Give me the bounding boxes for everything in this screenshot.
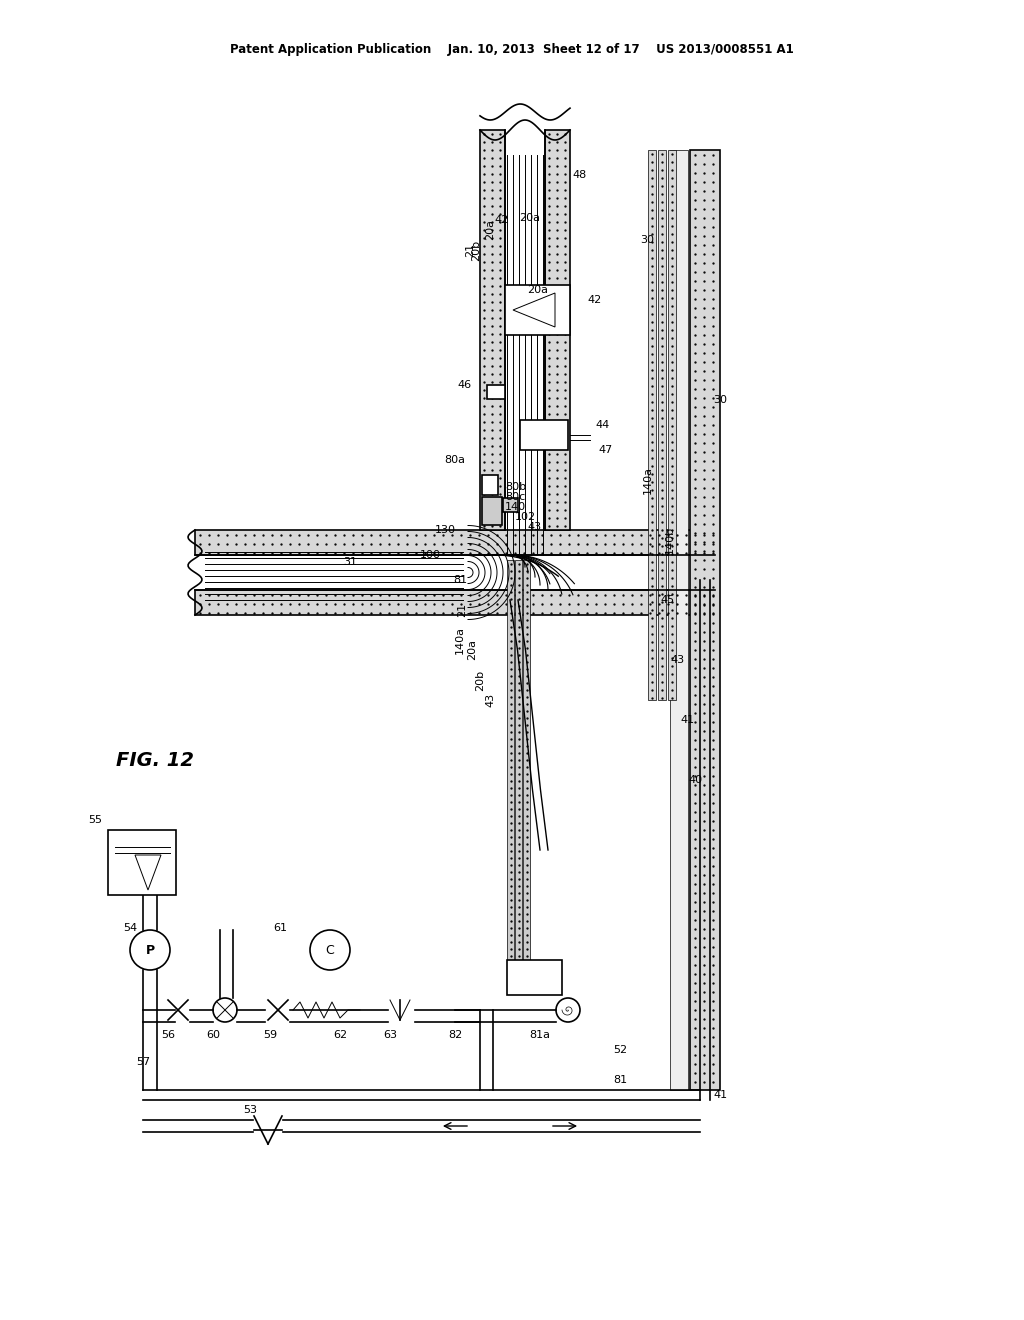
Bar	[195, 554, 715, 590]
Text: 81a: 81a	[529, 1030, 551, 1040]
Polygon shape	[195, 590, 715, 615]
Text: 63: 63	[383, 1030, 397, 1040]
Text: 42: 42	[495, 215, 509, 224]
Text: 80a: 80a	[444, 455, 466, 465]
Text: 52: 52	[613, 1045, 627, 1055]
Text: C: C	[326, 944, 335, 957]
Text: 56: 56	[161, 1030, 175, 1040]
Bar	[503, 498, 518, 512]
Bar	[505, 125, 545, 531]
Text: 100: 100	[420, 550, 440, 560]
Text: 54: 54	[123, 923, 137, 933]
Text: 20a: 20a	[519, 213, 541, 223]
Text: 30: 30	[640, 235, 654, 246]
Text: 140a: 140a	[643, 466, 653, 494]
Text: FIG. 12: FIG. 12	[116, 751, 194, 770]
Text: 45: 45	[660, 595, 674, 605]
Bar	[658, 150, 666, 700]
Text: 31: 31	[343, 557, 357, 568]
Text: 59: 59	[263, 1030, 278, 1040]
Text: 140a: 140a	[455, 626, 465, 653]
Bar	[520, 420, 568, 450]
Text: 42: 42	[588, 294, 602, 305]
Text: 20a: 20a	[485, 219, 495, 240]
Bar	[515, 560, 522, 960]
Text: 43: 43	[485, 693, 495, 708]
Text: 80b: 80b	[505, 482, 526, 492]
Bar	[690, 150, 720, 1090]
Text: 57: 57	[136, 1057, 151, 1067]
Polygon shape	[195, 531, 715, 554]
Bar	[507, 560, 514, 960]
Bar	[487, 385, 505, 399]
Text: 21: 21	[457, 603, 467, 616]
Text: 81: 81	[613, 1074, 627, 1085]
Polygon shape	[545, 129, 570, 531]
Text: 20a: 20a	[467, 639, 477, 660]
Text: Patent Application Publication    Jan. 10, 2013  Sheet 12 of 17    US 2013/00085: Patent Application Publication Jan. 10, …	[230, 44, 794, 57]
Text: 30: 30	[713, 395, 727, 405]
Text: 80c: 80c	[505, 492, 525, 502]
Text: 20a: 20a	[527, 285, 549, 294]
Bar	[507, 960, 562, 995]
Text: 21: 21	[465, 243, 475, 257]
Bar	[482, 498, 502, 525]
Text: 40: 40	[688, 775, 702, 785]
Text: 62: 62	[333, 1030, 347, 1040]
Bar	[668, 150, 676, 700]
Text: 53: 53	[243, 1105, 257, 1115]
Bar	[648, 150, 656, 700]
Text: 46: 46	[458, 380, 472, 389]
Polygon shape	[480, 129, 505, 531]
Text: 43: 43	[528, 521, 542, 532]
Bar	[108, 830, 176, 895]
Text: 20b: 20b	[471, 239, 481, 260]
Bar	[482, 475, 498, 495]
Text: 48: 48	[572, 170, 587, 180]
Text: 41: 41	[680, 715, 694, 725]
Text: 55: 55	[88, 814, 102, 825]
Text: P: P	[145, 944, 155, 957]
Bar	[505, 285, 570, 335]
Text: 41: 41	[713, 1090, 727, 1100]
Text: 20b: 20b	[475, 669, 485, 690]
Text: 43: 43	[670, 655, 684, 665]
Text: 102: 102	[514, 512, 536, 521]
Text: 140: 140	[505, 502, 525, 512]
Text: 140b: 140b	[665, 525, 675, 554]
Text: 81: 81	[453, 576, 467, 585]
Bar	[523, 560, 530, 960]
Text: 130: 130	[434, 525, 456, 535]
Text: 82: 82	[447, 1030, 462, 1040]
Text: 47: 47	[598, 445, 612, 455]
Text: 44: 44	[595, 420, 609, 430]
Bar	[670, 150, 688, 1090]
Text: 60: 60	[206, 1030, 220, 1040]
Text: 61: 61	[273, 923, 287, 933]
